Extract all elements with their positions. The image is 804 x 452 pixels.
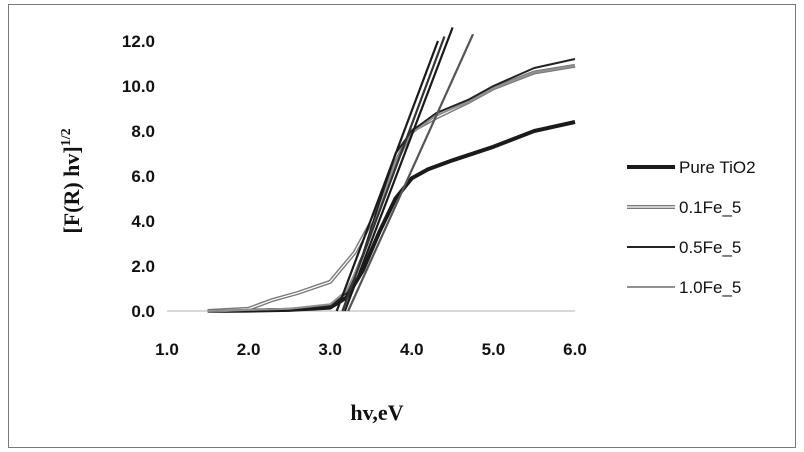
tangent-line-2 (341, 36, 446, 312)
y-tick-label: 2.0 (131, 257, 155, 276)
x-tick-label: 3.0 (318, 340, 342, 359)
tangent-line-0 (343, 27, 454, 312)
y-axis-title-superscript: 1/2 (59, 128, 74, 146)
y-tick-labels: 0.0 2.0 4.0 6.0 8.0 10.0 12.0 (122, 32, 155, 321)
y-axis-title-main: [F(R) hv] (59, 146, 84, 233)
y-tick-label: 12.0 (122, 32, 155, 51)
chart-svg: [F(R) hv]1/2 hv,eV 0.0 2.0 4.0 6.0 8.0 10.0 12… (59, 27, 756, 425)
legend-label: Pure TiO2 (679, 158, 756, 177)
y-tick-label: 0.0 (131, 302, 155, 321)
tangent-line-1 (335, 40, 439, 312)
x-tick-label: 2.0 (237, 340, 261, 359)
y-tick-label: 10.0 (122, 77, 155, 96)
chart-figure: [F(R) hv]1/2 hv,eV 0.0 2.0 4.0 6.0 8.0 10.0 12… (8, 4, 796, 448)
y-tick-label: 8.0 (131, 122, 155, 141)
legend-label: 0.5Fe_5 (679, 238, 741, 257)
series-line-0 (207, 120, 576, 313)
legend-label: 1.0Fe_5 (679, 278, 741, 297)
y-tick-label: 6.0 (131, 167, 155, 186)
plot-area (207, 27, 576, 313)
x-axis-title: hv,eV (350, 400, 403, 425)
x-tick-labels: 1.0 2.0 3.0 4.0 5.0 6.0 (155, 340, 587, 359)
x-tick-label: 4.0 (400, 340, 424, 359)
series-line-2 (207, 58, 576, 312)
legend-label: 0.1Fe_5 (679, 198, 741, 217)
tangent-line-3 (347, 33, 475, 312)
x-tick-label: 1.0 (155, 340, 179, 359)
y-tick-label: 4.0 (131, 212, 155, 231)
series-line-3 (207, 64, 576, 312)
legend: Pure TiO2 0.1Fe_5 0.5Fe_5 1.0Fe_5 (627, 158, 756, 297)
x-tick-label: 6.0 (563, 340, 587, 359)
y-axis-title: [F(R) hv]1/2 (59, 128, 84, 233)
x-tick-label: 5.0 (482, 340, 506, 359)
